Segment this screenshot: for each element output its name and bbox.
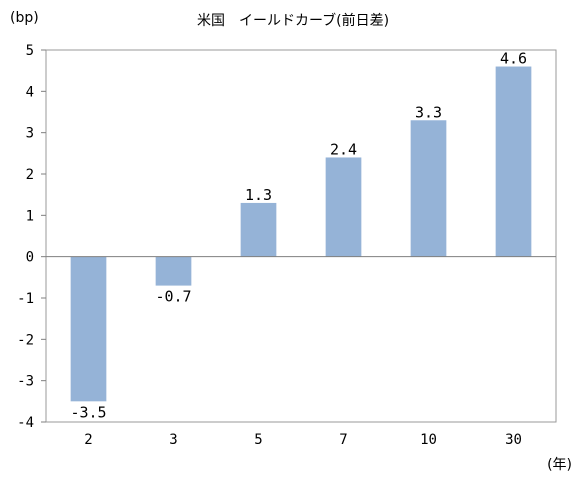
x-tick-label-10: 10	[420, 432, 437, 448]
x-tick-label-3: 3	[169, 432, 177, 448]
data-label-5: 1.3	[245, 186, 272, 204]
plot-area-frame	[45, 49, 557, 423]
bar-5	[240, 202, 277, 257]
data-label-3: -0.7	[155, 288, 191, 306]
x-tick-label-5: 5	[254, 432, 262, 448]
y-axis-unit: (bp)	[10, 10, 39, 26]
y-tick-label: 4	[26, 84, 34, 100]
y-tick-label: 2	[26, 167, 34, 183]
chart-title: 米国 イールドカーブ(前日差)	[196, 13, 390, 29]
y-tick-label: 0	[26, 250, 34, 266]
x-tick-label-30: 30	[505, 432, 522, 448]
x-axis-unit: (年)	[547, 457, 572, 473]
y-tick-label: 1	[26, 208, 34, 224]
x-tick-label-2: 2	[84, 432, 92, 448]
bar-10	[410, 120, 447, 257]
bar-30	[495, 66, 532, 257]
bar-3	[155, 256, 192, 286]
bar-7	[325, 157, 362, 257]
bar-2	[70, 256, 107, 402]
data-label-7: 2.4	[330, 140, 357, 158]
data-label-10: 3.3	[415, 103, 442, 121]
y-tick-label: -4	[17, 415, 34, 431]
y-tick-label: -1	[17, 291, 34, 307]
y-tick-label: 3	[26, 126, 34, 142]
data-label-2: -3.5	[70, 403, 106, 421]
x-tick-label-7: 7	[339, 432, 347, 448]
y-tick-label: 5	[26, 43, 34, 59]
data-label-30: 4.6	[500, 50, 527, 68]
y-tick-label: -3	[17, 374, 34, 390]
y-tick-label: -2	[17, 332, 34, 348]
